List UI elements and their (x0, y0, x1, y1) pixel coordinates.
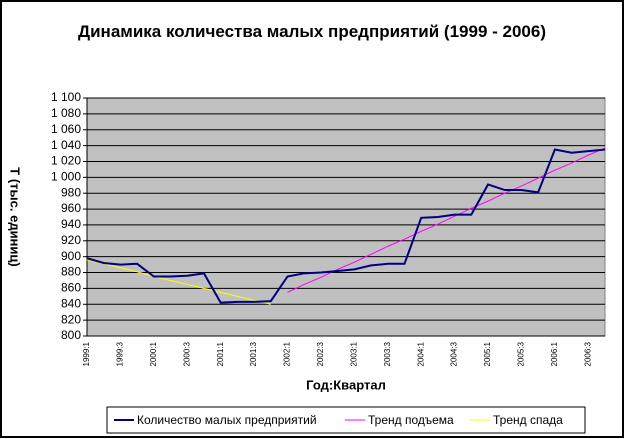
x-tick-label: 2002:1 (283, 341, 292, 366)
x-tick-label: 2004:1 (416, 341, 425, 366)
x-tick-label: 1999:3 (116, 341, 125, 366)
x-tick-label: 2001:3 (249, 341, 258, 366)
y-tick-label: 800 (61, 328, 81, 342)
y-tick-label: 840 (61, 296, 81, 310)
series-line (287, 147, 606, 293)
x-tick-label: 2004:3 (450, 341, 459, 366)
legend-label: Количество малых предприятий (137, 413, 317, 427)
x-tick-label: 2006:3 (583, 341, 592, 366)
y-tick-label: 980 (61, 185, 81, 199)
y-tick-label: 960 (61, 201, 81, 215)
x-tick-label: 2001:1 (216, 341, 225, 366)
y-tick-label: 1 100 (51, 90, 81, 104)
series-line (86, 148, 606, 304)
y-tick-label: 1 000 (51, 170, 81, 184)
plot-area (86, 97, 606, 337)
legend-label: Тренд спада (493, 413, 563, 427)
x-tick-label: 2003:1 (349, 341, 358, 366)
y-tick-label: 1 060 (51, 122, 81, 136)
y-tick-label: 1 020 (51, 154, 81, 168)
legend-label: Тренд подъема (368, 413, 454, 427)
series-line (86, 259, 271, 305)
x-tick-label: 2006:1 (550, 341, 559, 366)
chart-title: Динамика количества малых предприятий (1… (77, 22, 546, 41)
x-tick-label: 2003:3 (383, 341, 392, 366)
x-tick-label: 2005:1 (483, 341, 492, 366)
y-tick-label: 1 080 (51, 106, 81, 120)
x-tick-label: 2002:3 (316, 341, 325, 366)
y-tick-label: 900 (61, 249, 81, 263)
x-tick-label: 2005:3 (517, 341, 526, 366)
y-axis-label: Т (тыс. единиц) (8, 167, 23, 266)
x-tick-label: 1999:1 (82, 341, 91, 366)
y-tick-label: 820 (61, 312, 81, 326)
x-tick-label: 2000:3 (182, 341, 191, 366)
y-tick-label: 860 (61, 281, 81, 295)
y-tick-label: 920 (61, 233, 81, 247)
x-tick-label: 2000:1 (149, 341, 158, 366)
y-tick-label: 880 (61, 265, 81, 279)
y-tick-label: 940 (61, 217, 81, 231)
y-tick-label: 1 040 (51, 138, 81, 152)
x-axis-label: Год:Квартал (306, 377, 386, 392)
